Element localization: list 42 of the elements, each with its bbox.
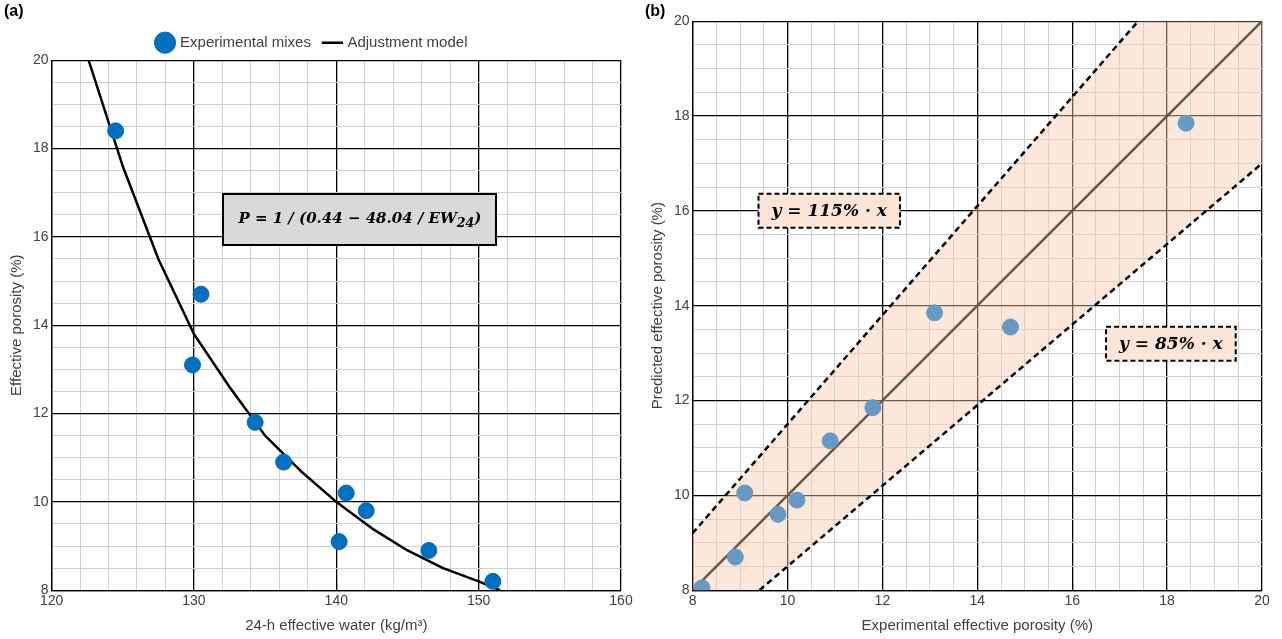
legend-label: Experimental mixes <box>180 32 311 50</box>
x-tick-label: 130 <box>182 592 206 609</box>
x-axis-title: 24-h effective water (kg/m³) <box>245 616 428 634</box>
point <box>330 533 348 551</box>
x-tick-label: 18 <box>1159 592 1176 609</box>
legend-label: Adjustment model <box>347 32 468 50</box>
y-tick-label: 18 <box>673 106 690 123</box>
y-tick-label: 14 <box>32 316 49 333</box>
y-tick-label: 16 <box>32 227 49 244</box>
y-tick-label: 16 <box>673 201 690 218</box>
chart-title: (b) <box>645 2 666 20</box>
x-tick-label: 10 <box>779 592 796 609</box>
y-tick-label: 20 <box>32 51 49 68</box>
y-tick-label: 12 <box>673 391 690 408</box>
point <box>357 502 375 520</box>
point <box>107 122 125 140</box>
point <box>184 356 202 374</box>
y-tick-label: 18 <box>32 139 49 156</box>
y-tick-label: 14 <box>673 296 690 313</box>
point <box>192 285 210 303</box>
y-tick-label: 12 <box>32 404 49 421</box>
point <box>420 541 438 559</box>
x-tick-label: 12 <box>874 592 891 609</box>
x-tick-label: 16 <box>1064 592 1081 609</box>
chart-title: (a) <box>4 2 24 20</box>
y-axis-title: Predicted effective porosity (%) <box>648 202 666 410</box>
x-tick-label: 20 <box>1254 592 1270 609</box>
x-tick-label: 160 <box>609 592 633 609</box>
y-tick-label: 20 <box>673 12 690 29</box>
point <box>484 572 502 590</box>
y-tick-label: 10 <box>673 486 690 503</box>
y-axis-title: Effective porosity (%) <box>7 254 25 396</box>
y-tick-label: 10 <box>32 492 49 509</box>
x-tick-label: 150 <box>466 592 491 609</box>
x-axis-title: Experimental effective porosity (%) <box>861 616 1094 634</box>
point <box>246 413 264 431</box>
x-tick-label: 140 <box>324 592 349 609</box>
point <box>275 453 293 471</box>
annotation: P = 1 / (0.44 − 48.04 / EW$_{24}$) <box>222 192 498 246</box>
x-tick-label: 14 <box>969 592 986 609</box>
y-tick-label: 8 <box>681 581 690 598</box>
point <box>337 484 355 502</box>
